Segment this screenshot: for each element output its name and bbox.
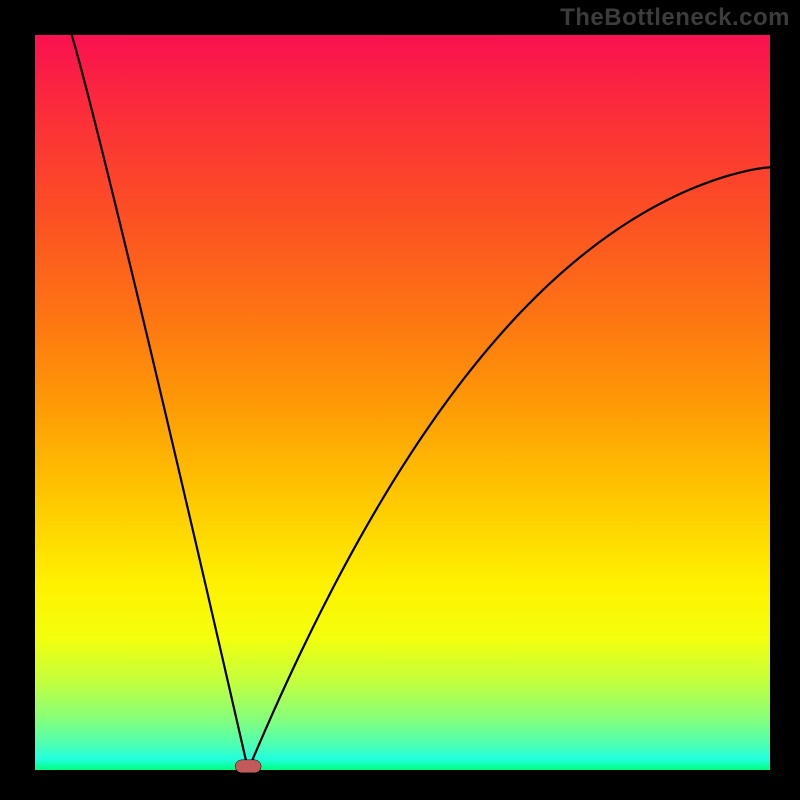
chart-frame: TheBottleneck.com [0, 0, 800, 800]
watermark-label: TheBottleneck.com [560, 4, 790, 32]
bottleneck-plot [0, 0, 800, 800]
optimal-point-marker [235, 760, 261, 773]
plot-background [35, 35, 770, 770]
